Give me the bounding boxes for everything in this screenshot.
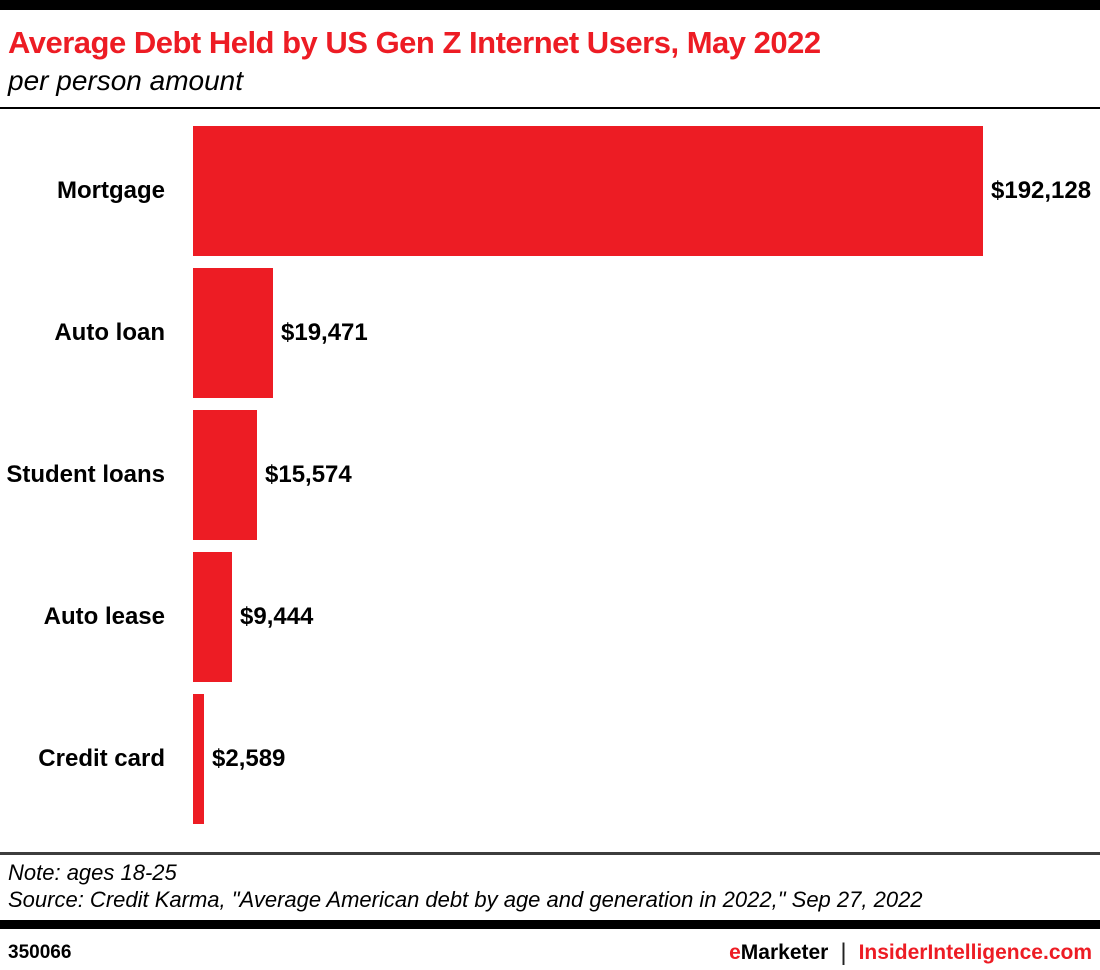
footnote-divider	[0, 852, 1100, 855]
bar-chart: Mortgage $192,128 Auto loan $19,471 Student …	[0, 120, 1100, 830]
bar-track: $9,444	[193, 552, 1100, 682]
bar-track: $2,589	[193, 694, 1100, 824]
category-label: Student loans	[6, 461, 165, 488]
bar-row: Credit card $2,589	[0, 688, 1100, 830]
bar-credit-card	[193, 694, 204, 824]
value-label: $9,444	[240, 603, 314, 630]
chart-id: 350066	[8, 942, 72, 963]
insider-intelligence-logo: InsiderIntelligence.com	[858, 941, 1092, 964]
category-label: Auto loan	[54, 319, 165, 346]
bar-auto-loan	[193, 268, 273, 398]
bar-row: Auto lease $9,444	[0, 546, 1100, 688]
bar-track: $192,128	[193, 126, 1100, 256]
bar-track: $15,574	[193, 410, 1100, 540]
header-divider	[0, 107, 1100, 109]
bar-auto-lease	[193, 552, 232, 682]
chart-note: Note: ages 18-25	[8, 860, 177, 885]
brand-logos: eMarketer | InsiderIntelligence.com	[729, 939, 1092, 967]
bar-student-loans	[193, 410, 257, 540]
chart-title: Average Debt Held by US Gen Z Internet U…	[8, 25, 821, 60]
bar-row: Mortgage $192,128	[0, 120, 1100, 262]
category-label: Mortgage	[57, 177, 165, 204]
value-label: $2,589	[212, 745, 286, 772]
bar-mortgage	[193, 126, 983, 256]
footer-divider	[0, 920, 1100, 929]
value-label: $19,471	[281, 319, 368, 346]
bar-track: $19,471	[193, 268, 1100, 398]
chart-source: Source: Credit Karma, "Average American …	[8, 887, 923, 912]
bar-row: Auto loan $19,471	[0, 262, 1100, 404]
chart-header: Average Debt Held by US Gen Z Internet U…	[0, 10, 1100, 100]
value-label: $15,574	[265, 461, 352, 488]
top-divider	[0, 0, 1100, 10]
footnotes: Note: ages 18-25 Source: Credit Karma, "…	[0, 855, 1100, 915]
category-label: Credit card	[38, 745, 165, 772]
brand-separator: |	[840, 939, 847, 966]
category-label: Auto lease	[43, 603, 165, 630]
emarketer-logo: eMarketer	[729, 941, 829, 964]
value-label: $192,128	[991, 177, 1092, 204]
chart-subtitle: per person amount	[8, 65, 244, 96]
chart-footer: 350066 eMarketer | InsiderIntelligence.c…	[0, 929, 1100, 967]
bar-row: Student loans $15,574	[0, 404, 1100, 546]
